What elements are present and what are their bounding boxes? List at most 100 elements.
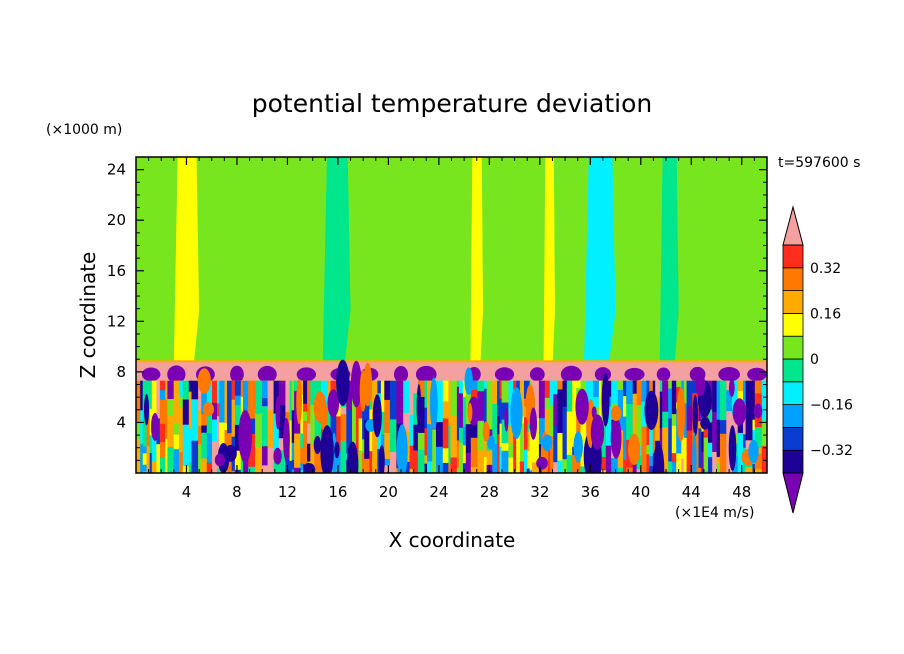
plume-feature <box>372 394 382 438</box>
turbulence-cell <box>201 380 208 415</box>
upper-column-feature <box>173 157 200 362</box>
turbulence-cell <box>427 424 433 462</box>
turbulence-cell <box>369 451 373 467</box>
turbulence-cell <box>501 443 509 452</box>
turbulence-cell <box>470 389 478 399</box>
turbulence-cell <box>580 430 587 467</box>
turbulence-cell <box>486 380 493 423</box>
turbulence-cell <box>442 418 449 449</box>
turbulence-cell <box>659 391 663 429</box>
turbulence-cell <box>632 380 638 395</box>
turbulence-cell <box>248 466 256 473</box>
turbulence-cell <box>413 380 419 394</box>
turbulence-cell <box>659 428 663 462</box>
upper-column-feature <box>659 157 679 362</box>
turbulence-cell <box>321 406 329 430</box>
turbulence-cell <box>248 434 256 468</box>
plume-feature <box>214 453 225 467</box>
upper-column-feature <box>310 157 323 362</box>
turbulence-cell <box>142 471 148 473</box>
turbulence-cell <box>459 380 464 394</box>
turbulence-cell <box>529 428 533 471</box>
y-tick-label: 12 <box>107 312 126 330</box>
turbulence-cell <box>303 403 308 413</box>
turbulence-cell <box>156 380 161 419</box>
turbulence-cell <box>224 430 228 449</box>
turbulence-cell <box>486 450 493 466</box>
turbulence-cell <box>300 448 304 464</box>
upper-column-feature <box>543 157 555 362</box>
turbulence-cell <box>413 450 419 473</box>
turbulence-cell <box>273 380 280 415</box>
turbulence-cell <box>752 419 756 431</box>
plume-feature <box>700 417 710 430</box>
turbulence-cell <box>310 380 316 406</box>
turbulence-cell <box>294 467 301 473</box>
turbulence-cell <box>636 455 643 470</box>
turbulence-cell <box>248 418 256 435</box>
turbulence-cell <box>549 380 554 406</box>
turbulence-cell <box>389 419 397 453</box>
turbulence-cell <box>303 380 308 405</box>
plume-feature <box>728 425 737 471</box>
upper-column-feature <box>647 157 660 362</box>
turbulence-cell <box>191 440 199 473</box>
turbulence-cell <box>384 433 391 460</box>
turbulence-cell <box>289 420 293 462</box>
turbulence-cell <box>140 410 144 445</box>
turbulence-cell <box>234 405 242 426</box>
turbulence-cell <box>314 412 322 433</box>
turbulence-cell <box>636 405 643 447</box>
turbulence-cell <box>681 458 685 473</box>
turbulence-cell <box>497 434 500 473</box>
turbulence-cell <box>278 450 286 473</box>
turbulence-cell <box>403 412 411 432</box>
turbulence-cell <box>524 449 528 473</box>
plume-feature <box>753 403 763 419</box>
turbulence-cell <box>566 454 573 473</box>
turbulence-cell <box>626 380 634 405</box>
turbulence-cell <box>557 433 564 462</box>
turbulence-cell <box>649 423 654 457</box>
turbulence-cell <box>231 399 236 438</box>
turbulence-cell <box>212 402 218 421</box>
colorbar-swatch <box>782 290 804 314</box>
turbulence-cell <box>278 380 286 406</box>
turbulence-cell <box>508 443 514 459</box>
turbulence-cell <box>149 380 153 410</box>
turbulence-cell <box>167 399 175 416</box>
turbulence-cell <box>737 432 744 465</box>
colorbar-swatch <box>782 449 804 474</box>
turbulence-cell <box>553 394 558 427</box>
turbulence-cell <box>462 463 467 473</box>
turbulence-cell <box>544 409 551 442</box>
turbulence-cell <box>231 380 236 401</box>
turbulence-cell <box>557 460 564 473</box>
turbulence-cell <box>492 380 498 405</box>
turbulence-cell <box>513 453 517 473</box>
turbulence-cell <box>240 396 244 424</box>
turbulence-cell <box>427 461 433 473</box>
turbulence-cell <box>307 380 311 425</box>
turbulence-cell <box>151 429 157 463</box>
turbulence-cell <box>291 469 295 473</box>
x-axis-ticks: 4 8 12 16 20 24 28 32 36 40 44 48 <box>148 157 755 501</box>
turbulence-cell <box>626 467 634 473</box>
x-tick-label: 32 <box>530 483 549 501</box>
overshoot-blob <box>624 367 645 381</box>
overshoot-blob <box>656 367 671 382</box>
colorbar-swatch <box>782 426 804 451</box>
turbulence-cell <box>151 380 157 424</box>
colorbar-extend-max <box>782 205 804 246</box>
turbulence-cell <box>544 397 551 411</box>
turbulence-cell <box>384 458 391 466</box>
turbulence-cell <box>646 454 650 473</box>
turbulence-cell <box>450 415 458 459</box>
turbulence-cell <box>206 409 213 434</box>
turbulence-cell <box>436 380 444 423</box>
turbulence-cell <box>355 399 360 430</box>
plume-feature <box>224 444 237 462</box>
turbulence-cell <box>516 380 521 396</box>
turbulence-cell <box>532 380 540 419</box>
plume-feature <box>363 362 373 407</box>
